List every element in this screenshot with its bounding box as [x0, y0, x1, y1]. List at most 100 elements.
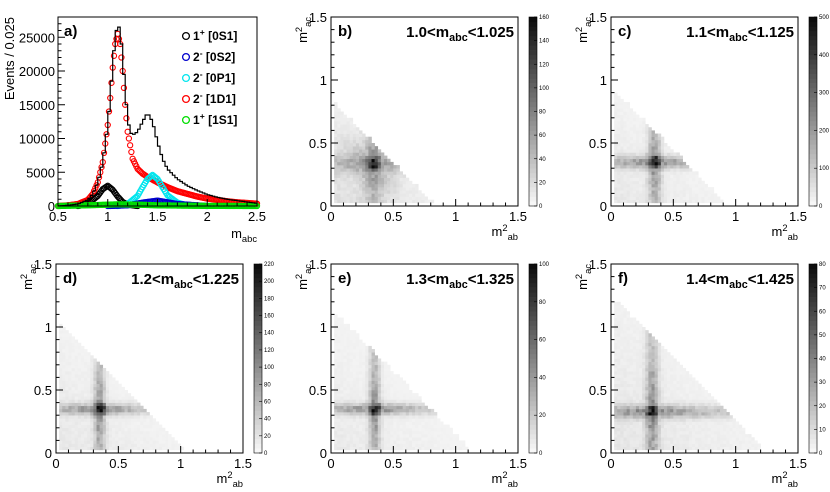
heatmap-cell: [65, 355, 69, 359]
color-bar-step: [254, 391, 262, 397]
heatmap-cell: [380, 427, 385, 432]
heatmap-cell: [80, 361, 85, 366]
heatmap-cell: [77, 430, 82, 435]
heatmap-cell: [337, 136, 341, 141]
heatmap-cell: [692, 383, 696, 388]
heatmap-cell: [121, 437, 125, 441]
heatmap-cell: [657, 174, 662, 178]
heatmap-cell: [343, 412, 347, 416]
heatmap-cell: [676, 418, 680, 422]
heatmap-cell: [620, 193, 624, 197]
heatmap-cell: [629, 386, 634, 391]
heatmap-cell: [629, 130, 634, 134]
heatmap-cell: [346, 339, 350, 344]
heatmap-cell: [334, 139, 338, 144]
heatmap-cell: [102, 430, 107, 435]
color-bar-step: [809, 102, 817, 108]
heatmap-cell: [412, 193, 416, 197]
heatmap-cell: [701, 390, 705, 394]
heatmap-cell: [346, 430, 350, 435]
heatmap-cell: [59, 440, 63, 444]
heatmap-cell: [667, 352, 671, 356]
heatmap-cell: [648, 430, 652, 435]
heatmap-cell: [663, 352, 668, 356]
heatmap-cell: [65, 342, 69, 347]
heatmap-cell: [645, 133, 649, 137]
heatmap-cell: [349, 174, 354, 178]
heatmap-cell: [62, 399, 66, 403]
heatmap-cell: [660, 171, 665, 175]
heatmap-cell: [59, 345, 63, 350]
heatmap-cell: [68, 399, 72, 403]
heatmap-cell: [651, 424, 655, 429]
heatmap-cell: [74, 440, 79, 444]
heatmap-cell: [707, 396, 712, 400]
heatmap-cell: [68, 380, 72, 384]
heatmap-cell: [415, 193, 419, 197]
heatmap-cell: [629, 367, 634, 372]
heatmap-cell: [654, 405, 659, 410]
heatmap-cell: [137, 421, 141, 425]
heatmap-cell: [682, 180, 687, 185]
heatmap-cell: [405, 187, 410, 191]
color-bar-step: [809, 135, 817, 141]
heatmap-cell: [368, 390, 372, 394]
heatmap-cell: [654, 380, 659, 384]
heatmap-cell: [352, 437, 357, 441]
heatmap-cell: [137, 412, 141, 416]
heatmap-cell: [635, 352, 640, 356]
heatmap-cell: [430, 427, 435, 432]
heatmap-cell: [623, 361, 627, 366]
heatmap-cell: [679, 415, 683, 419]
heatmap-cell: [105, 386, 110, 391]
color-bar-step: [809, 125, 817, 131]
heatmap-cell: [380, 408, 385, 413]
heatmap-cell: [133, 443, 138, 447]
heatmap-cell: [374, 193, 379, 197]
heatmap-cell: [362, 358, 366, 362]
heatmap-cell: [698, 396, 702, 400]
heatmap-cell: [340, 183, 344, 188]
heatmap-cell: [352, 380, 357, 384]
heatmap-cell: [651, 377, 655, 381]
heatmap-cell: [340, 136, 344, 141]
panel-c: 0 0.5 1 1.500.511.5c) 1.1<mabc<1.125m2abm2ac…: [574, 10, 830, 242]
heatmap-cell: [377, 190, 382, 194]
heatmap-cell: [458, 440, 463, 444]
heatmap-cell: [359, 149, 363, 153]
heatmap-cell: [334, 402, 338, 407]
heatmap-cell: [368, 374, 372, 378]
heatmap-cell: [355, 190, 360, 194]
heatmap-cell: [349, 336, 354, 340]
y-tick-label: 25000: [19, 30, 55, 45]
heatmap-cell: [371, 367, 375, 372]
heatmap-cell: [654, 371, 659, 375]
heatmap-cell: [74, 415, 79, 419]
heatmap-cell: [632, 149, 637, 153]
heatmap-cell: [108, 380, 113, 384]
heatmap-cell: [405, 437, 410, 441]
heatmap-cell: [334, 345, 338, 350]
heatmap-cell: [340, 390, 344, 394]
color-bar-step: [809, 149, 817, 155]
heatmap-cell: [99, 415, 104, 419]
heatmap-cell: [383, 424, 388, 429]
heatmap-cell: [645, 152, 649, 156]
heatmap-cell: [115, 440, 119, 444]
heatmap-cell: [71, 377, 75, 381]
color-bar-step: [529, 268, 537, 274]
heatmap-cell: [657, 171, 662, 175]
heatmap-cell: [710, 434, 715, 438]
heatmap-cell: [673, 374, 677, 378]
heatmap-cell: [359, 180, 363, 185]
heatmap-cell: [87, 440, 91, 444]
heatmap-cell: [657, 199, 662, 204]
heatmap-cell: [408, 402, 413, 407]
heatmap-cell: [71, 399, 75, 403]
heatmap-cell: [629, 108, 634, 112]
heatmap-cell: [84, 383, 88, 388]
heatmap-cell: [663, 190, 668, 194]
heatmap-cell: [102, 386, 107, 391]
heatmap-cell: [713, 434, 718, 438]
heatmap-cell: [68, 333, 72, 337]
